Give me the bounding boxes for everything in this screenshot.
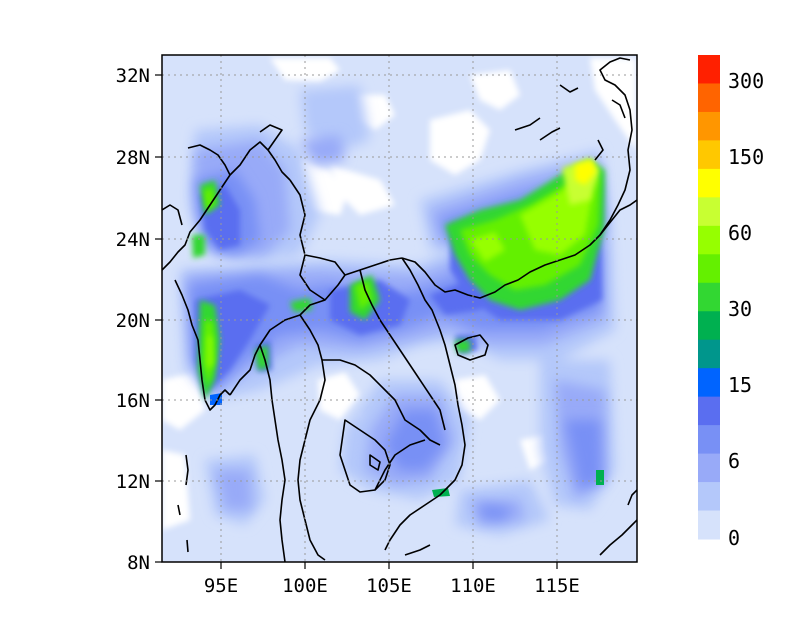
lat-label-8: 8N [127, 552, 150, 574]
lat-label-32: 32N [116, 65, 150, 87]
lat-label-24: 24N [116, 229, 150, 251]
colorbar-label-6: 6 [728, 449, 740, 473]
colorbar-swatch [698, 510, 720, 540]
colorbar-label-30: 30 [728, 297, 752, 321]
colorbar-swatch [698, 55, 720, 84]
colorbar-swatch [698, 140, 720, 170]
colorbar-swatch [698, 254, 720, 284]
colorbar-swatch [698, 396, 720, 426]
lon-labels: 95E 100E 105E 110E 115E [204, 575, 580, 597]
colorbar-swatch [698, 111, 720, 141]
colorbar-swatch [698, 311, 720, 341]
lon-label-110: 110E [450, 575, 496, 597]
colorbar-swatch [698, 453, 720, 483]
colorbar-swatch [698, 339, 720, 369]
lat-labels: 32N 28N 24N 20N 16N 12N 8N [116, 65, 150, 574]
colorbar-swatch [698, 197, 720, 227]
lon-label-100: 100E [282, 575, 328, 597]
tick-marks [155, 74, 558, 569]
colorbar-label-60: 60 [728, 221, 752, 245]
lat-label-12: 12N [116, 471, 150, 493]
colorbar-swatch [698, 282, 720, 312]
field-layer [162, 55, 637, 562]
colorbar-swatch [698, 168, 720, 198]
level-250 [575, 160, 596, 185]
lon-label-105: 105E [366, 575, 412, 597]
colorbar-swatch [698, 225, 720, 255]
colorbar-label-150: 150 [728, 145, 764, 169]
colorbar-swatch [698, 368, 720, 398]
colorbar [698, 55, 720, 540]
lat-label-28: 28N [116, 147, 150, 169]
colorbar-label-15: 15 [728, 373, 752, 397]
colorbar-swatch [698, 83, 720, 113]
colorbar-label-300: 300 [728, 69, 764, 93]
lat-label-20: 20N [116, 310, 150, 332]
lon-label-95: 95E [204, 575, 238, 597]
colorbar-label-0: 0 [728, 526, 740, 550]
colorbar-swatch [698, 482, 720, 512]
plot-frame [161, 54, 638, 563]
lat-label-16: 16N [116, 390, 150, 412]
spot-2 [596, 470, 604, 485]
lon-label-115: 115E [534, 575, 580, 597]
grid-lines [162, 55, 637, 562]
colorbar-swatch [698, 425, 720, 455]
colorbar-labels: 300 150 60 30 15 6 0 [728, 69, 764, 550]
